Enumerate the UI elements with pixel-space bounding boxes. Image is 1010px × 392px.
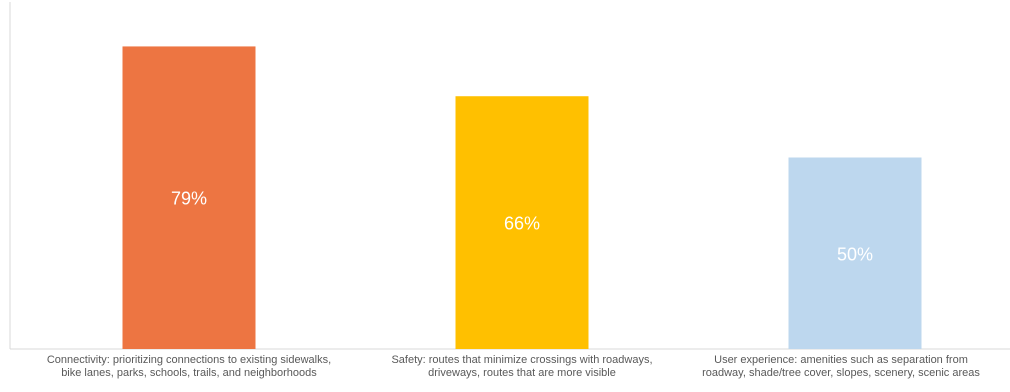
bar-value-label-2: 66% <box>504 214 540 234</box>
bar-value-label-1: 79% <box>171 189 207 209</box>
category-label-2-line-1: Safety: routes that minimize crossings w… <box>391 354 653 366</box>
bar-2 <box>455 96 589 349</box>
category-label-1-line-1: Connectivity: prioritizing connections t… <box>46 354 332 366</box>
category-label-3-line-2: roadway, shade/tree cover, slopes, scene… <box>702 367 980 379</box>
category-label-1: Connectivity: prioritizing connections t… <box>23 354 355 380</box>
category-label-2: Safety: routes that minimize crossings w… <box>356 354 688 380</box>
bar-1 <box>122 46 256 350</box>
category-label-1-line-2: bike lanes, parks, schools, trails, and … <box>61 367 317 379</box>
category-label-2-line-2: driveways, routes that are more visible <box>428 367 616 379</box>
category-label-3-line-1: User experience: amenities such as separ… <box>714 354 968 366</box>
bar-value-label-3: 50% <box>837 244 873 264</box>
bar-3 <box>788 157 922 349</box>
category-label-3: User experience: amenities such as separ… <box>675 354 1007 380</box>
